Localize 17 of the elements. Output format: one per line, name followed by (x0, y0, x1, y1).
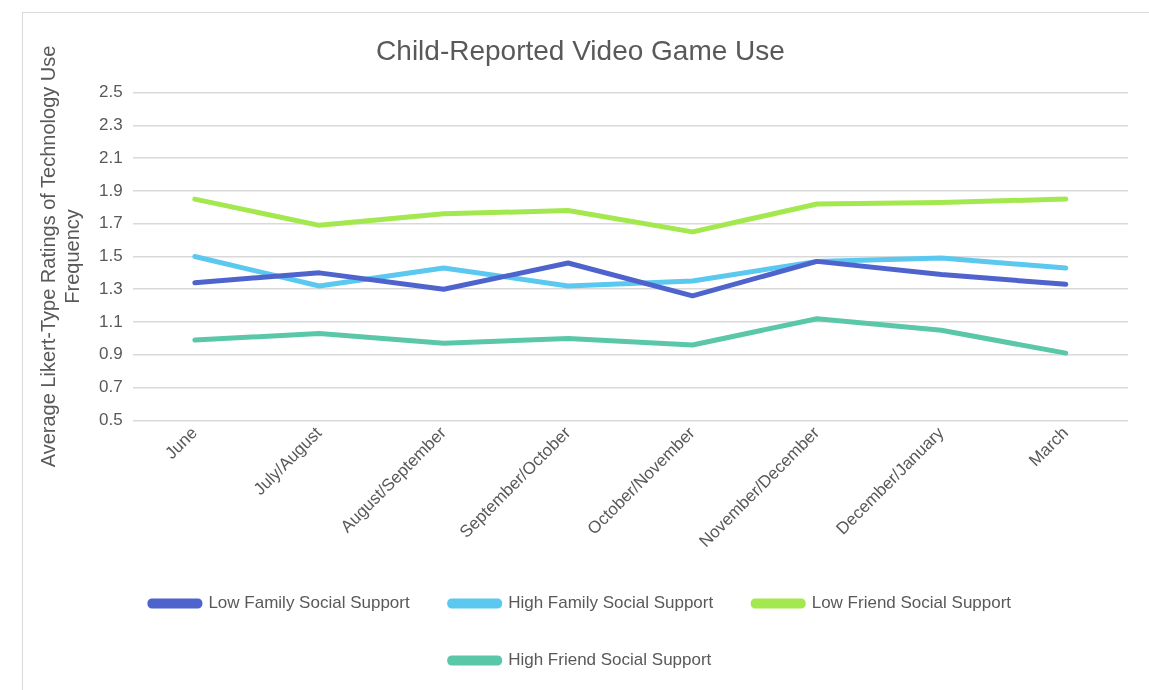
y-tick-label: 0.5 (98, 410, 123, 430)
legend-label: High Family Social Support (508, 593, 714, 613)
legend-label: Low Family Social Support (208, 593, 410, 613)
y-tick-label: 1.5 (98, 246, 123, 266)
y-axis-title: Average Likert-Type Ratings of Technology Use Frequency (36, 45, 83, 468)
y-tick-label: 2.3 (98, 115, 123, 135)
y-tick-label: 2.5 (98, 82, 123, 102)
legend-label: Low Friend Social Support (811, 593, 1012, 613)
chart-title: Child-Reported Video Game Use (376, 34, 785, 66)
y-tick-label: 0.7 (98, 377, 123, 397)
legend-label: High Friend Social Support (508, 650, 712, 670)
y-tick-label: 1.9 (98, 180, 123, 200)
y-tick-label: 1.3 (98, 278, 123, 298)
y-tick-label: 1.7 (98, 213, 123, 233)
y-tick-label: 2.1 (98, 147, 123, 167)
y-tick-label: 0.9 (98, 344, 123, 364)
y-tick-label: 1.1 (98, 311, 123, 331)
